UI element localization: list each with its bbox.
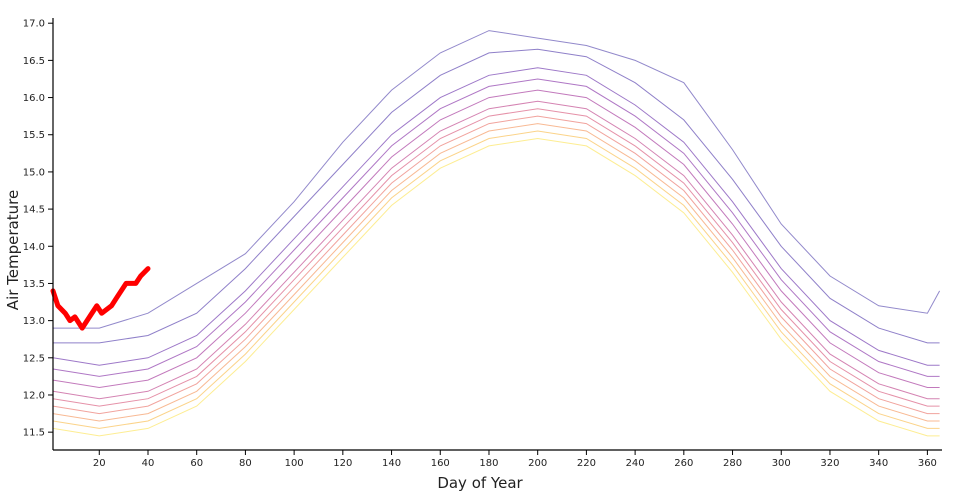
series-line-2	[52, 123, 940, 422]
x-tick-label: 20	[93, 458, 106, 469]
x-tick-label: 60	[190, 458, 203, 469]
x-tick-label: 180	[479, 458, 498, 469]
series-line-4	[52, 108, 940, 407]
x-tick-label: 100	[285, 458, 304, 469]
x-tick-label: 360	[918, 458, 937, 469]
y-tick-label: 16.5	[23, 56, 45, 67]
y-tick-label: 16.0	[23, 93, 45, 104]
y-tick-label: 15.0	[23, 167, 45, 178]
x-tick-label: 200	[528, 458, 547, 469]
y-tick-label: 17.0	[23, 19, 45, 30]
x-tick-label: 320	[820, 458, 839, 469]
x-tick-label: 160	[431, 458, 450, 469]
series-line-5	[52, 100, 940, 400]
current-year-line	[50, 266, 151, 331]
series-line-6	[52, 89, 940, 389]
y-tick-label: 15.5	[23, 130, 45, 141]
y-tick-label: 11.5	[23, 428, 45, 439]
x-axis-title: Day of Year	[437, 474, 523, 492]
x-tick-label: 220	[577, 458, 596, 469]
series-line-3	[52, 115, 940, 415]
x-tick-label: 240	[626, 458, 645, 469]
current-year-series	[50, 266, 151, 331]
x-tick-label: 340	[869, 458, 888, 469]
series-line-1	[52, 130, 940, 429]
y-tick-label: 13.0	[23, 316, 45, 327]
y-axis-title: Air Temperature	[4, 190, 22, 310]
y-tick-label: 14.5	[23, 205, 45, 216]
x-tick-label: 300	[772, 458, 791, 469]
x-tick-label: 260	[674, 458, 693, 469]
x-tick-label: 120	[333, 458, 352, 469]
series-line-9	[53, 48, 940, 344]
y-tick-label: 14.0	[23, 242, 45, 253]
series-line-7	[52, 78, 940, 377]
series-line-10	[53, 30, 941, 329]
y-axis-ticks: 11.5 12.0 12.5 13.0 13.5 14.0 14.5 15.0 15.5 16.0…	[23, 19, 53, 439]
y-tick-label: 12.0	[23, 390, 45, 401]
series-line-0	[52, 137, 940, 437]
series-lines	[52, 30, 941, 437]
y-tick-label: 12.5	[23, 353, 45, 364]
x-tick-label: 80	[239, 458, 252, 469]
y-tick-label: 13.5	[23, 279, 45, 290]
x-axis-ticks: 20 40 60 80 100 120 140 160 180 200 220 240 260 280 30…	[93, 450, 937, 469]
x-tick-label: 140	[382, 458, 401, 469]
x-tick-label: 280	[723, 458, 742, 469]
series-line-8	[52, 67, 940, 366]
x-tick-label: 40	[142, 458, 155, 469]
